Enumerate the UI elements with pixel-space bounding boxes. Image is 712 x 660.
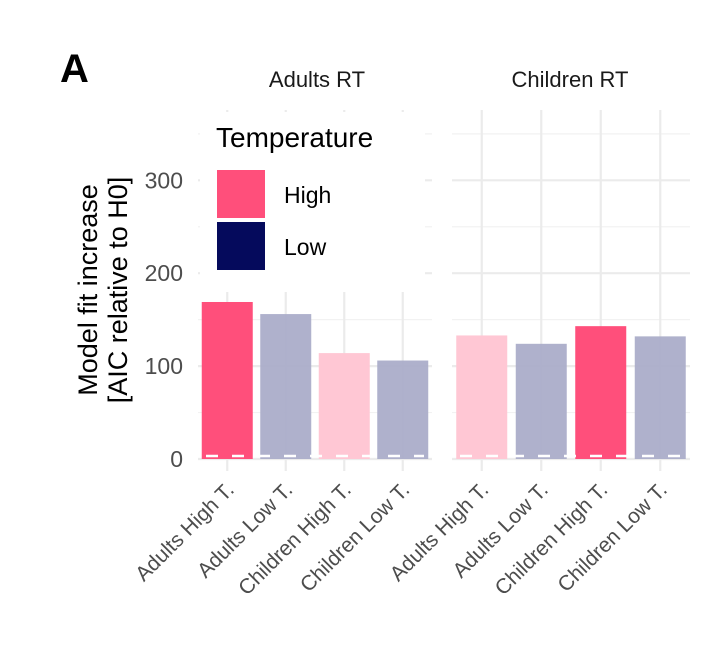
x-tick-label: Adults High T. bbox=[131, 478, 239, 586]
y-tick-label: 200 bbox=[145, 260, 183, 286]
y-axis: 0 100 200 300 bbox=[145, 167, 183, 472]
legend-title: Temperature bbox=[216, 122, 373, 153]
bar bbox=[260, 314, 312, 459]
y-tick-label: 0 bbox=[170, 446, 183, 472]
legend-label-high: High bbox=[284, 182, 331, 208]
x-axis: Adults High T.Adults Low T.Children High… bbox=[131, 478, 672, 600]
x-tick-label: Children Low T. bbox=[553, 478, 671, 596]
bar bbox=[377, 360, 429, 459]
strip-label-children: Children RT bbox=[512, 67, 629, 92]
bar bbox=[318, 353, 370, 459]
y-tick-label: 300 bbox=[145, 167, 183, 193]
legend-swatch-low bbox=[217, 222, 265, 270]
bar bbox=[515, 343, 567, 459]
y-axis-title-line1: Model fit increase bbox=[73, 184, 103, 396]
bar bbox=[634, 336, 686, 459]
panel-tag: A bbox=[60, 47, 89, 91]
bar bbox=[575, 326, 627, 459]
bar bbox=[201, 301, 253, 459]
legend-swatch-high bbox=[217, 170, 265, 218]
legend: Temperature High Low bbox=[200, 112, 425, 292]
legend-label-low: Low bbox=[284, 234, 327, 260]
bar bbox=[456, 335, 508, 459]
y-axis-title-line2: [AIC relative to H0] bbox=[103, 177, 133, 404]
y-axis-title: Model fit increase [AIC relative to H0] bbox=[73, 177, 133, 404]
strip-label-adults: Adults RT bbox=[269, 67, 365, 92]
y-tick-label: 100 bbox=[145, 353, 183, 379]
bars-layer bbox=[201, 301, 686, 459]
